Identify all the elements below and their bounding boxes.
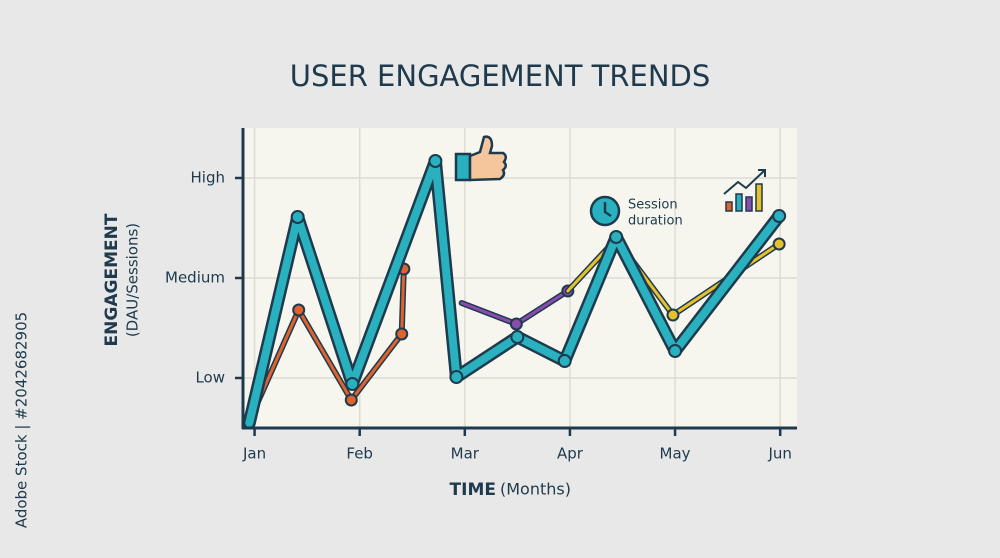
point <box>772 237 786 251</box>
x-tick-label: Feb <box>346 445 373 463</box>
x-axis-label: TIME <box>450 480 496 500</box>
point <box>449 370 464 384</box>
y-axis-sublabel: (DAU/Sessions) <box>124 223 142 337</box>
thumbs-up-icon <box>454 135 507 182</box>
annotation-line: duration <box>628 214 683 229</box>
x-tick-label: Jun <box>767 445 791 463</box>
x-tick-label: May <box>660 445 691 463</box>
line <box>245 157 784 427</box>
point <box>510 330 525 344</box>
point <box>344 393 358 407</box>
point <box>345 377 360 391</box>
point <box>290 210 305 224</box>
point <box>772 209 787 223</box>
point <box>509 317 523 331</box>
chart-title: USER ENGAGEMENT TRENDS <box>290 59 711 93</box>
point <box>609 230 624 244</box>
point <box>428 154 443 168</box>
y-tick-label: Low <box>195 369 225 387</box>
y-axis-label: ENGAGEMENT <box>102 213 122 346</box>
point <box>668 344 683 358</box>
y-tick-label: High <box>191 169 225 187</box>
x-tick-label: Mar <box>451 445 480 463</box>
point <box>292 303 306 317</box>
x-tick-label: Apr <box>557 445 584 463</box>
source-credit: Adobe Stock | #2042682905 <box>13 312 31 528</box>
point <box>666 308 680 322</box>
x-tick-label: Jan <box>242 445 266 463</box>
point <box>557 354 572 368</box>
ticks: Low Medium High Jan Feb Mar Apr May Jun <box>165 169 792 463</box>
growth-icon <box>723 169 766 212</box>
annotation-line: Session <box>628 198 678 213</box>
lines <box>242 154 787 430</box>
y-tick-label: Medium <box>165 269 225 287</box>
point <box>395 327 409 341</box>
x-axis-sublabel: (Months) <box>500 480 571 499</box>
clock-icon <box>589 195 621 227</box>
